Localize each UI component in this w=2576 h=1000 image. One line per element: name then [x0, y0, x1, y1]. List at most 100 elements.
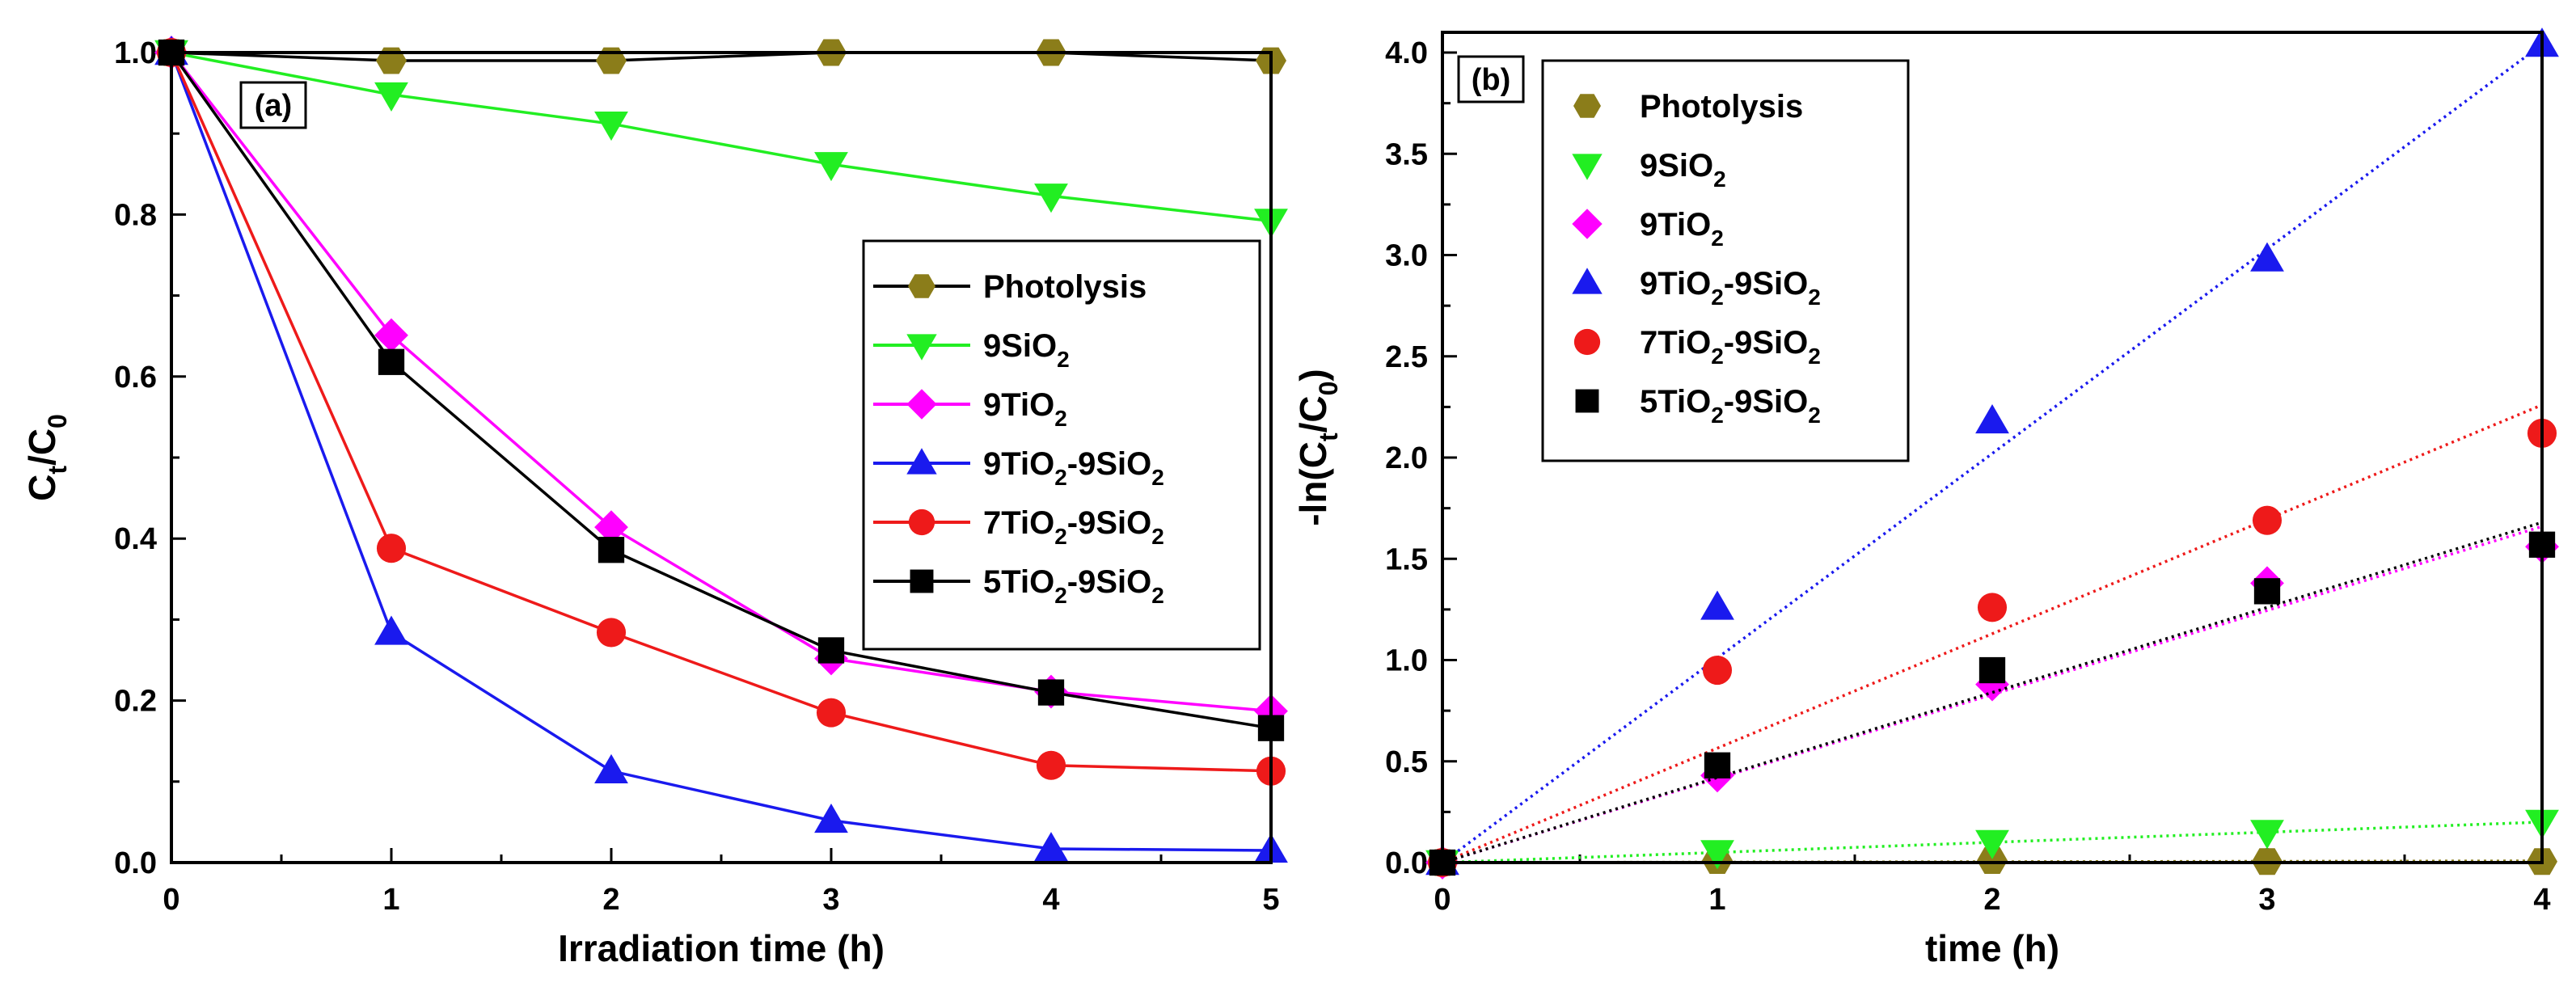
- legend-item: Photolysis: [1573, 89, 1803, 124]
- series-line: [170, 52, 1272, 852]
- data-point: [1700, 590, 1734, 620]
- data-point: [594, 111, 628, 141]
- legend-marker: [908, 508, 935, 536]
- legend-item: 9TiO2: [1572, 207, 1724, 251]
- series-7TiO2-9SiO2: [1427, 403, 2557, 878]
- x-tick-label: 1: [382, 883, 399, 917]
- legend-box: [1541, 59, 1910, 462]
- legend-item: 7TiO2-9SiO2: [873, 505, 1164, 549]
- data-point: [2253, 578, 2281, 605]
- series-line: [171, 51, 1272, 223]
- data-point: [817, 637, 845, 664]
- data-point: [2250, 820, 2284, 850]
- data-point: [376, 534, 407, 563]
- data-point: [1977, 593, 2008, 622]
- legend-marker: [1572, 209, 1603, 239]
- series-5TiO2-9SiO2: [1429, 521, 2556, 876]
- data-point: [1975, 404, 2009, 434]
- legend-marker: [910, 569, 934, 593]
- y-axis-title: Ct/C0: [21, 414, 72, 501]
- panel-label: (b): [1472, 63, 1511, 97]
- series-9TiO2-9SiO2: [154, 36, 1288, 863]
- data-point: [598, 537, 625, 563]
- y-tick-label: 0.4: [114, 522, 157, 556]
- legend-item: 9TiO2: [873, 387, 1067, 431]
- legend: Photolysis 9SiO2 9TiO2 9TiO2-9SiO2 7TiO2-9Si…: [1541, 59, 1910, 462]
- y-tick-label: 2.0: [1385, 441, 1428, 475]
- plot-frame: [1441, 31, 2544, 864]
- legend-label: 9TiO2: [983, 387, 1067, 431]
- data-point: [1977, 847, 2008, 874]
- x-tick-label: 0: [163, 883, 179, 917]
- legend-item: 5TiO2-9SiO2: [873, 564, 1164, 608]
- series-9TiO2: [1425, 525, 2559, 880]
- data-point: [374, 615, 408, 645]
- y-axis-title: -ln(Ct/C0): [1292, 369, 1343, 526]
- x-tick-label: 5: [1262, 883, 1279, 917]
- data-point: [374, 82, 408, 112]
- legend-marker: [1575, 389, 1599, 413]
- legend: Photolysis 9SiO2 9TiO2 9TiO2-9SiO2 7TiO2-9Si…: [862, 239, 1261, 651]
- x-tick-label: 4: [1042, 883, 1059, 917]
- data-point: [1034, 832, 1068, 862]
- legend-label: 7TiO2-9SiO2: [1640, 325, 1821, 369]
- y-tick-label: 3.0: [1385, 239, 1428, 273]
- data-point: [1702, 655, 1733, 686]
- legend-item: 9TiO2-9SiO2: [873, 446, 1164, 490]
- series-9SiO2: [154, 40, 1288, 238]
- data-point: [596, 618, 627, 648]
- plot-frame: [170, 51, 1273, 864]
- y-tick-label: 0.5: [1385, 745, 1428, 779]
- legend-label: 9TiO2-9SiO2: [983, 446, 1164, 490]
- data-point: [594, 510, 628, 545]
- legend-label: 9SiO2: [983, 328, 1070, 372]
- y-tick-label: 0.8: [114, 198, 157, 232]
- y-tick-label: 0.0: [114, 846, 157, 880]
- legend-item: 9SiO2: [873, 328, 1070, 372]
- data-point: [2250, 242, 2284, 272]
- data-point: [1034, 184, 1068, 213]
- series-line: [170, 51, 1272, 730]
- legend-label: 5TiO2-9SiO2: [983, 564, 1164, 608]
- data-point: [1037, 679, 1065, 706]
- legend-item: 9TiO2-9SiO2: [1572, 266, 1821, 310]
- fit-line: [1441, 43, 2544, 864]
- series-7TiO2-9SiO2: [156, 37, 1286, 786]
- legend-label: 9TiO2-9SiO2: [1640, 266, 1821, 310]
- legend-label: Photolysis: [983, 269, 1147, 305]
- data-point: [1978, 656, 2006, 684]
- series-Photolysis: [156, 39, 1286, 74]
- y-tick-label: 4.0: [1385, 36, 1428, 70]
- y-tick-label: 0.0: [1385, 846, 1428, 880]
- x-axis-title: Irradiation time (h): [558, 927, 885, 969]
- data-point: [814, 803, 848, 833]
- legend-item: 7TiO2-9SiO2: [1573, 325, 1821, 369]
- data-point: [378, 348, 405, 375]
- legend-marker: [1573, 94, 1601, 118]
- data-point: [1700, 840, 1734, 870]
- fit-line: [1442, 521, 2543, 864]
- data-point: [814, 152, 848, 182]
- legend-marker: [906, 448, 937, 475]
- data-point: [1975, 829, 2009, 859]
- legend-item: 9SiO2: [1572, 148, 1726, 192]
- data-point: [2252, 505, 2283, 535]
- x-tick-label: 3: [822, 883, 839, 917]
- data-point: [1704, 752, 1731, 778]
- legend-item: 5TiO2-9SiO2: [1575, 384, 1821, 428]
- legend-marker: [1573, 328, 1601, 356]
- legend-label: 9SiO2: [1640, 148, 1726, 192]
- y-tick-label: 1.5: [1385, 542, 1428, 576]
- x-tick-label: 1: [1708, 883, 1725, 917]
- panel-label-box: [1457, 55, 1525, 103]
- legend-marker: [1572, 268, 1603, 294]
- legend-item: Photolysis: [873, 269, 1147, 305]
- x-tick-label: 0: [1434, 883, 1451, 917]
- panel-label-box: [239, 81, 307, 129]
- x-tick-label: 3: [2258, 883, 2275, 917]
- legend-label: 7TiO2-9SiO2: [983, 505, 1164, 549]
- y-tick-label: 1.0: [1385, 644, 1428, 678]
- series-line: [170, 51, 1272, 713]
- legend-marker: [1572, 154, 1603, 180]
